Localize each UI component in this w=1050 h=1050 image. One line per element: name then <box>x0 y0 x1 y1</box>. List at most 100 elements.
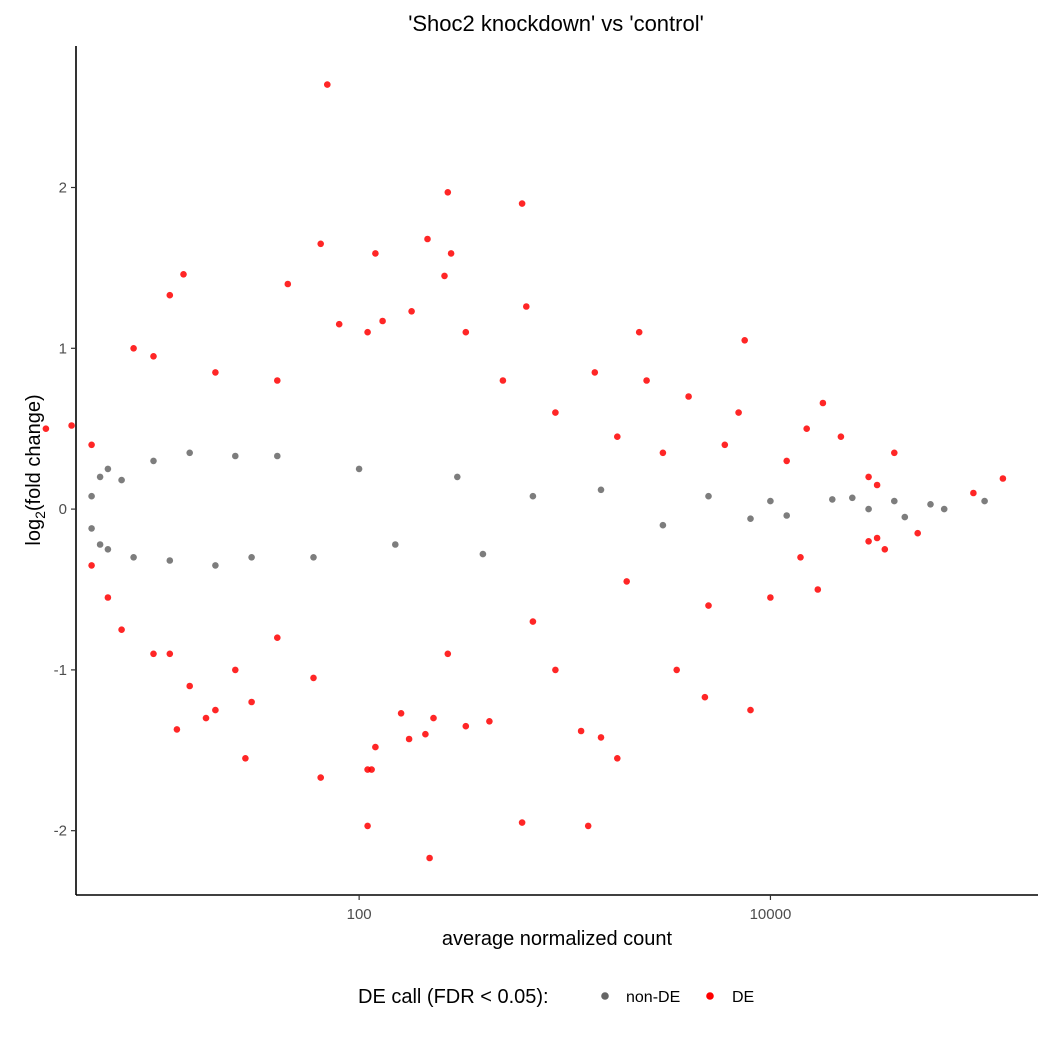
data-point <box>248 554 255 561</box>
data-point <box>408 308 415 315</box>
data-point <box>673 666 680 674</box>
data-point <box>454 473 461 481</box>
series-non-de <box>88 449 988 569</box>
data-point <box>705 492 712 500</box>
y-tick-label: 1 <box>59 340 67 357</box>
data-point <box>479 550 487 558</box>
data-point <box>104 594 112 601</box>
data-point <box>426 854 433 862</box>
data-point <box>441 272 448 280</box>
data-point <box>741 337 748 344</box>
legend-swatch-non-de <box>601 992 609 1000</box>
data-point <box>486 718 493 725</box>
data-point <box>274 377 281 384</box>
data-point <box>873 481 881 489</box>
data-point <box>335 320 343 328</box>
data-point <box>118 626 125 633</box>
data-point <box>701 693 709 701</box>
data-point <box>814 586 822 593</box>
data-point <box>284 280 292 288</box>
data-point <box>317 240 325 248</box>
data-point <box>355 465 363 473</box>
data-point <box>212 706 219 714</box>
data-point <box>970 489 977 497</box>
data-point <box>837 433 845 441</box>
data-point <box>310 674 317 682</box>
data-point <box>914 529 921 537</box>
data-point <box>685 393 692 400</box>
data-point <box>88 525 95 532</box>
data-point <box>940 505 948 513</box>
data-point <box>364 822 371 830</box>
data-point <box>927 501 934 508</box>
data-point <box>88 492 95 500</box>
data-point <box>212 369 219 376</box>
data-point <box>783 457 790 465</box>
data-point <box>42 425 50 433</box>
data-point <box>584 822 592 830</box>
data-point <box>324 81 331 88</box>
data-point <box>444 650 452 658</box>
data-point <box>623 578 630 585</box>
data-point <box>130 345 137 352</box>
data-point <box>166 650 174 658</box>
data-point <box>118 476 125 484</box>
data-point <box>242 755 249 762</box>
data-point <box>721 441 729 449</box>
data-point <box>317 774 325 781</box>
y-axis-title: log2(fold change) <box>23 394 48 545</box>
plot-title: 'Shoc2 knockdown' vs 'control' <box>408 11 704 36</box>
data-point <box>529 618 537 625</box>
data-point <box>999 475 1007 482</box>
data-point <box>444 189 452 196</box>
data-point <box>865 538 872 545</box>
data-point <box>705 602 712 609</box>
data-point <box>212 562 219 569</box>
data-point <box>180 271 187 278</box>
data-point <box>597 734 605 741</box>
x-tick-label: 100 <box>347 906 372 923</box>
data-point <box>518 819 526 826</box>
data-point <box>643 377 650 384</box>
y-axis-title-rest: (fold change) <box>23 394 45 511</box>
data-point <box>819 399 827 407</box>
data-point <box>891 497 898 505</box>
data-point <box>430 714 437 722</box>
data-point <box>865 473 872 481</box>
x-axis-title: average normalized count <box>442 928 673 950</box>
data-point <box>462 722 470 730</box>
data-point <box>310 554 317 561</box>
data-point <box>635 328 643 336</box>
data-point <box>96 541 104 548</box>
data-point <box>372 250 379 257</box>
data-point <box>248 698 255 706</box>
data-point <box>659 449 667 457</box>
data-point <box>735 409 742 416</box>
data-point <box>422 730 429 738</box>
data-point <box>981 497 988 505</box>
data-point <box>397 710 405 717</box>
data-point <box>104 546 112 553</box>
data-point <box>150 650 157 658</box>
data-point <box>518 200 526 207</box>
data-point <box>130 554 137 561</box>
data-point <box>392 541 399 548</box>
data-point <box>405 735 413 743</box>
data-point <box>577 727 585 735</box>
data-point <box>379 317 386 325</box>
data-point <box>659 521 667 529</box>
data-point <box>368 766 375 773</box>
y-ticks: -2 -1 0 1 2 <box>54 180 76 840</box>
data-point <box>150 353 157 360</box>
y-tick-label: 0 <box>59 501 67 518</box>
legend-label-de: DE <box>732 989 754 1006</box>
y-tick-label: 2 <box>59 180 67 197</box>
y-axis-title-sub: 2 <box>32 511 48 519</box>
legend-title: DE call (FDR < 0.05): <box>358 986 549 1008</box>
legend-swatch-de <box>706 992 714 1000</box>
data-point <box>274 452 281 460</box>
data-point <box>372 743 379 751</box>
data-point <box>232 666 239 674</box>
data-point <box>829 496 836 503</box>
